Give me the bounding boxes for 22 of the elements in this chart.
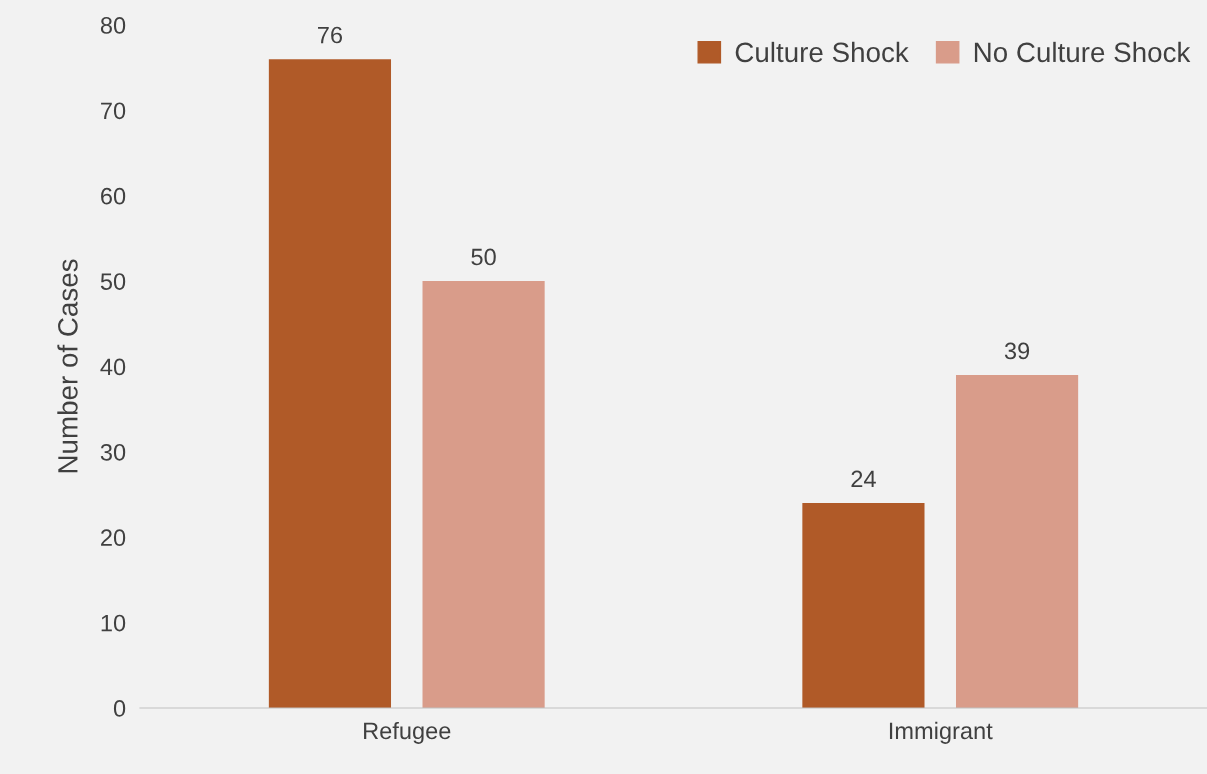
- y-tick-label: 40: [100, 358, 126, 376]
- x-tick-label: Refugee: [364, 721, 451, 744]
- x-tick-label: Immigrant: [889, 721, 993, 744]
- y-tick-label: 30: [100, 443, 126, 461]
- data-label: 76: [318, 26, 343, 44]
- bar: [422, 281, 545, 708]
- y-tick-label: 0: [113, 700, 126, 717]
- legend-label: No Culture Shock: [974, 41, 1191, 63]
- y-tick-label: 10: [101, 614, 126, 632]
- legend-label: Culture Shock: [735, 41, 909, 63]
- data-label: 50: [471, 248, 496, 266]
- y-axis-title: Number of Cases: [57, 259, 78, 473]
- bar: [268, 59, 392, 708]
- y-tick-label: 50: [100, 273, 126, 290]
- data-label: 24: [851, 470, 876, 488]
- y-tick-label: 70: [101, 102, 126, 120]
- y-tick-label: 20: [101, 529, 126, 547]
- data-label: 39: [1004, 342, 1030, 360]
- y-tick-label: 80: [100, 17, 126, 34]
- bar: [955, 375, 1079, 708]
- bar: [802, 503, 925, 708]
- y-tick-label: 60: [101, 187, 126, 205]
